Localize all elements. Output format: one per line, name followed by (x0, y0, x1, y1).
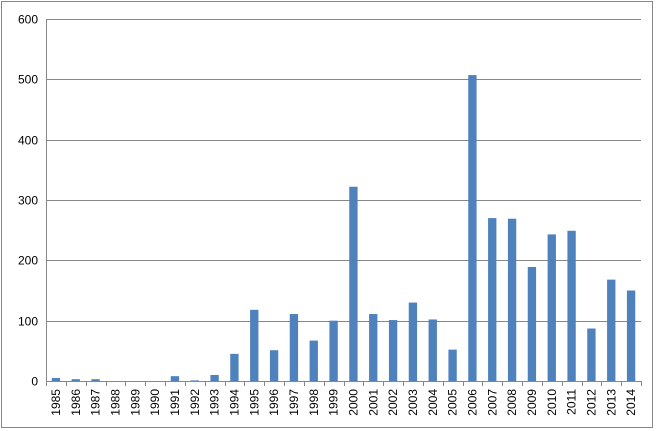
bar-2009 (527, 266, 537, 381)
x-tick-label: 2012 (584, 389, 598, 416)
bar-2013 (607, 279, 616, 381)
bar-1991 (170, 376, 180, 381)
bar-1999 (329, 320, 338, 381)
bar-1987 (91, 379, 100, 381)
x-tick-label: 2001 (366, 389, 380, 416)
x-tick-label: 1998 (307, 389, 321, 416)
y-tick-label: 200 (18, 254, 38, 268)
bar-1998 (309, 340, 318, 381)
bar-2002 (388, 320, 398, 381)
x-tick-label: 1991 (168, 389, 182, 416)
bar-2006 (468, 75, 477, 382)
axes (46, 19, 642, 386)
bar-2007 (488, 218, 497, 381)
bars (51, 75, 636, 382)
bar-1986 (71, 379, 80, 381)
y-tick-label: 400 (18, 134, 38, 148)
gridlines (46, 19, 641, 322)
x-tick-label: 2007 (485, 389, 499, 416)
x-tick-label: 2005 (446, 389, 460, 416)
bar-1993 (210, 374, 219, 381)
x-tick-label: 2000 (346, 389, 360, 416)
x-tick-label: 1992 (188, 389, 202, 416)
x-tick-label: 2010 (545, 389, 559, 416)
bar-2000 (349, 186, 358, 381)
x-tick-label: 1997 (287, 389, 301, 416)
x-tick-label: 2006 (465, 389, 479, 416)
bar-1994 (230, 353, 239, 381)
x-tick-label: 2004 (426, 389, 440, 416)
y-tick-labels: 0 100 200 300 400 500 600 (18, 13, 38, 389)
x-tick-label: 1996 (267, 389, 281, 416)
y-tick-label: 300 (18, 194, 38, 208)
x-tick-label: 1987 (89, 389, 103, 416)
bar-2005 (448, 349, 457, 381)
x-tick-label: 1985 (49, 389, 63, 416)
y-tick-label: 600 (18, 13, 38, 27)
x-tick-label: 2008 (505, 389, 519, 416)
x-tick-label: 2009 (525, 389, 539, 416)
bar-2008 (507, 218, 517, 381)
x-tick-label: 1988 (108, 389, 122, 416)
y-tick-label: 0 (31, 375, 38, 389)
y-tick-label: 500 (18, 73, 38, 87)
x-tick-label: 1986 (69, 389, 83, 416)
x-tick-label: 2013 (604, 389, 618, 416)
x-tick-label: 2014 (624, 389, 638, 416)
bar-2014 (626, 290, 636, 381)
bar-2003 (408, 302, 418, 381)
bar-2012 (587, 328, 596, 381)
bar-2010 (547, 234, 556, 381)
x-tick-label: 1994 (227, 389, 241, 416)
x-tick-label: 1995 (247, 389, 261, 416)
y-tick-label: 100 (18, 315, 38, 329)
x-tick-label: 1999 (327, 389, 341, 416)
x-tick-labels: 1985 1986 1987 1988 1989 1990 1991 1992 1993 1994… (49, 389, 638, 416)
x-tick-label: 1990 (148, 389, 162, 416)
bar-1992 (190, 380, 199, 381)
x-tick-label: 1993 (208, 389, 222, 416)
bar-2004 (428, 319, 437, 381)
bar-1997 (289, 314, 299, 381)
x-tick-label: 2011 (565, 389, 579, 415)
bar-1996 (269, 350, 279, 381)
x-tick-label: 2002 (386, 389, 400, 416)
x-tick-label: 1989 (128, 389, 142, 416)
bar-1985 (51, 377, 61, 381)
bar-1995 (250, 309, 259, 381)
bar-2011 (567, 230, 576, 381)
bar-2001 (369, 314, 378, 381)
x-tick-label: 2003 (406, 389, 420, 416)
